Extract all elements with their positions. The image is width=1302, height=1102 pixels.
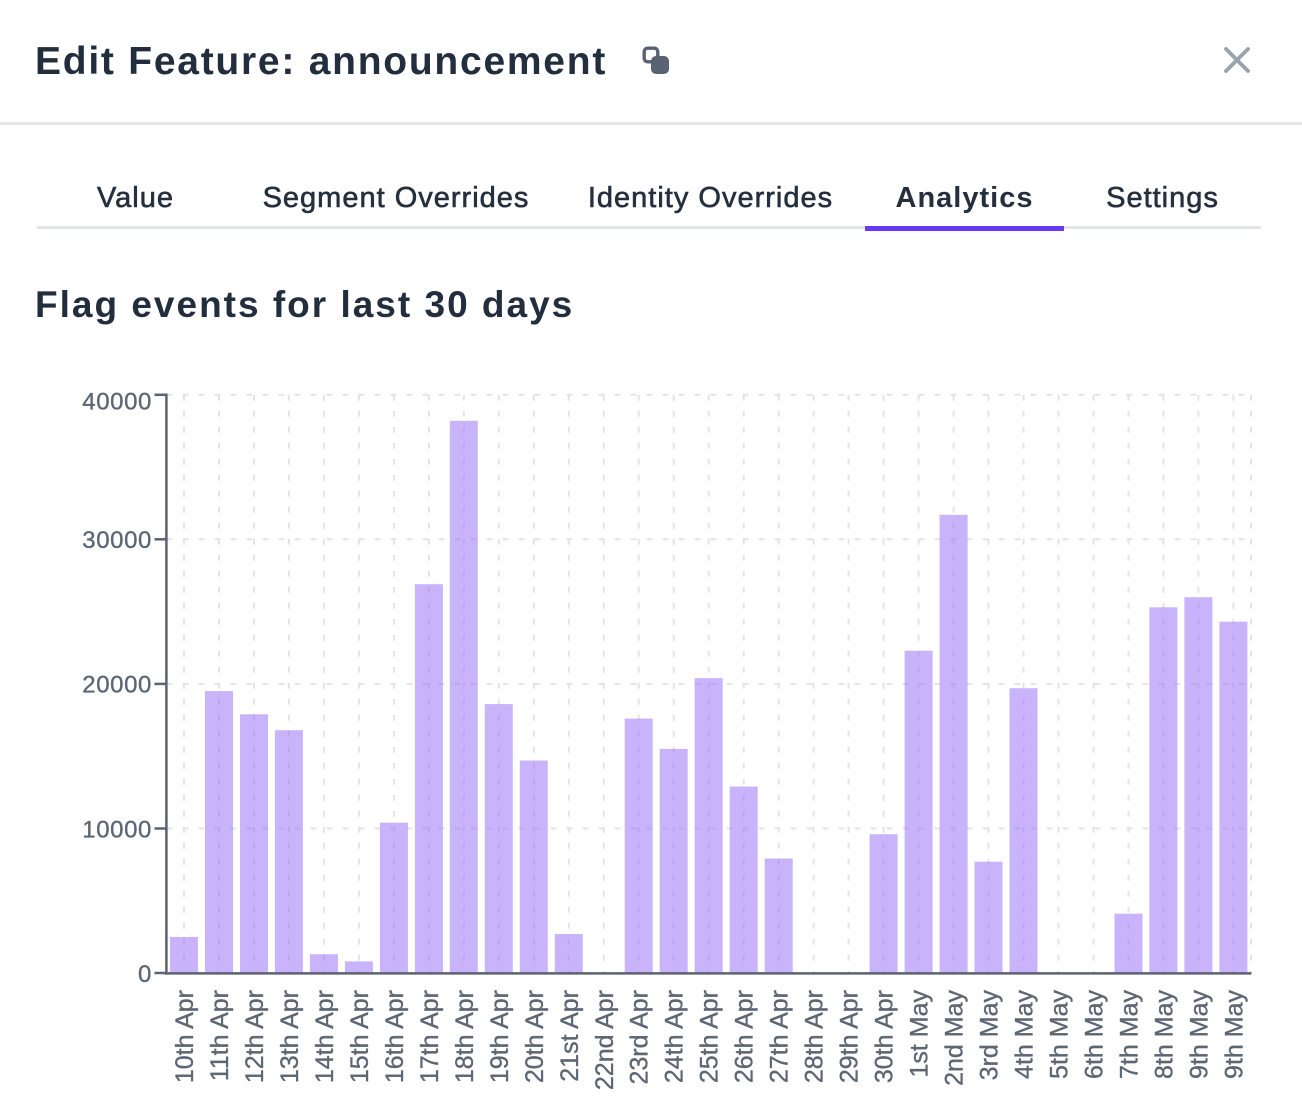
svg-text:10th Apr: 10th Apr: [171, 990, 199, 1083]
svg-text:22nd Apr: 22nd Apr: [591, 990, 619, 1090]
svg-text:20000: 20000: [82, 672, 152, 699]
svg-text:15th Apr: 15th Apr: [346, 990, 374, 1083]
svg-text:12th Apr: 12th Apr: [241, 990, 269, 1083]
svg-text:3rd May: 3rd May: [976, 990, 1004, 1081]
svg-text:19th Apr: 19th Apr: [486, 990, 514, 1083]
svg-text:26th Apr: 26th Apr: [731, 990, 759, 1083]
svg-text:9th May: 9th May: [1220, 990, 1248, 1079]
svg-text:6th May: 6th May: [1081, 990, 1109, 1079]
svg-text:8th May: 8th May: [1150, 990, 1178, 1079]
svg-text:4th May: 4th May: [1011, 990, 1039, 1079]
svg-text:29th Apr: 29th Apr: [836, 990, 864, 1083]
svg-text:28th Apr: 28th Apr: [801, 990, 829, 1083]
svg-text:16th Apr: 16th Apr: [381, 990, 409, 1083]
svg-text:23rd Apr: 23rd Apr: [626, 990, 654, 1085]
svg-text:11th Apr: 11th Apr: [206, 990, 234, 1081]
svg-text:21st Apr: 21st Apr: [556, 990, 584, 1082]
svg-text:9th May: 9th May: [1185, 990, 1213, 1079]
svg-text:40000: 40000: [82, 388, 152, 415]
svg-text:25th Apr: 25th Apr: [696, 990, 724, 1083]
svg-text:2nd May: 2nd May: [941, 990, 969, 1086]
svg-text:17th Apr: 17th Apr: [416, 990, 444, 1083]
svg-text:30th Apr: 30th Apr: [871, 990, 899, 1083]
svg-text:1st May: 1st May: [906, 990, 934, 1078]
svg-text:0: 0: [138, 961, 152, 988]
svg-text:20th Apr: 20th Apr: [521, 990, 549, 1083]
svg-text:30000: 30000: [82, 527, 152, 554]
svg-text:18th Apr: 18th Apr: [451, 990, 479, 1083]
svg-text:7th May: 7th May: [1116, 990, 1144, 1079]
svg-text:5th May: 5th May: [1046, 990, 1074, 1079]
svg-text:10000: 10000: [82, 816, 152, 843]
svg-text:13th Apr: 13th Apr: [276, 990, 304, 1083]
svg-text:24th Apr: 24th Apr: [661, 990, 689, 1083]
svg-text:14th Apr: 14th Apr: [311, 990, 339, 1083]
svg-text:27th Apr: 27th Apr: [766, 990, 794, 1083]
